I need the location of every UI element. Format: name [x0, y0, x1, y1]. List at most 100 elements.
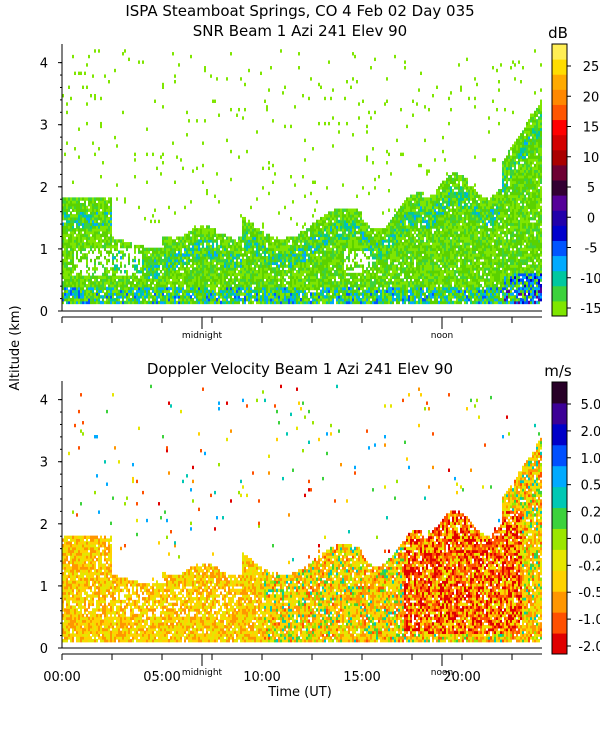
snr-cell	[272, 236, 274, 240]
snr-cell	[240, 297, 242, 302]
snr-cell	[244, 247, 246, 252]
snr-cell	[400, 208, 402, 212]
snr-cell	[112, 253, 114, 257]
snr-cell	[204, 261, 206, 266]
snr-cell	[220, 278, 222, 282]
snr-cell	[214, 283, 216, 288]
snr-cell	[338, 289, 340, 293]
snr-cell	[304, 300, 306, 305]
snr-cell	[372, 236, 374, 240]
snr-cell	[318, 264, 320, 268]
snr-cell	[84, 214, 86, 218]
snr-cell	[242, 253, 244, 257]
snr-cell	[396, 211, 398, 215]
snr-cell	[328, 270, 330, 274]
snr-cell	[308, 267, 310, 271]
snr-cell	[104, 247, 106, 252]
snr-cell	[150, 267, 152, 271]
snr-cell	[284, 297, 286, 302]
snr-cell	[78, 71, 80, 76]
snr-cell	[116, 281, 118, 285]
snr-cell	[82, 228, 84, 232]
snr-cell	[200, 250, 202, 254]
snr-cell	[78, 233, 80, 238]
snr-cell	[250, 236, 252, 240]
snr-cell	[152, 289, 154, 293]
snr-cell	[320, 289, 322, 293]
snr-cell	[344, 228, 346, 232]
snr-cell	[212, 295, 214, 299]
snr-cell	[114, 292, 116, 296]
snr-cell	[334, 281, 336, 285]
snr-cell	[426, 169, 428, 173]
snr-cell	[70, 275, 72, 280]
snr-cell	[70, 236, 72, 240]
snr-cell	[102, 275, 104, 280]
snr-cell	[194, 295, 196, 299]
snr-cell	[390, 250, 392, 254]
snr-cell	[88, 281, 90, 285]
snr-cell	[212, 286, 214, 291]
snr-cell	[152, 278, 154, 282]
snr-cell	[148, 261, 150, 266]
snr-cell	[310, 230, 312, 235]
snr-cell	[120, 261, 122, 266]
snr-cell	[358, 244, 360, 249]
snr-cell	[388, 188, 390, 193]
snr-cell	[354, 250, 356, 254]
snr-cell	[68, 295, 70, 299]
snr-cell	[332, 292, 334, 296]
snr-cell	[310, 295, 312, 299]
snr-cell	[398, 228, 400, 232]
snr-cell	[404, 253, 406, 257]
snr-cell	[100, 253, 102, 257]
snr-cell	[256, 253, 258, 257]
snr-cell	[132, 295, 134, 299]
snr-cell	[74, 197, 76, 201]
snr-cell	[298, 286, 300, 291]
snr-cell	[270, 66, 272, 70]
snr-cell	[94, 267, 96, 271]
snr-cell	[406, 256, 408, 260]
snr-cell	[90, 200, 92, 204]
snr-cell	[226, 236, 228, 240]
snr-cell	[288, 258, 290, 263]
snr-cell	[396, 264, 398, 268]
snr-cell	[288, 247, 290, 252]
snr-cell	[78, 211, 80, 215]
snr-cell	[64, 214, 66, 218]
snr-cell	[128, 244, 130, 249]
snr-cell	[194, 286, 196, 291]
snr-cell	[198, 244, 200, 249]
snr-cell	[80, 230, 82, 235]
snr-cell	[258, 242, 260, 246]
snr-cell	[92, 219, 94, 224]
snr-cell	[94, 295, 96, 299]
snr-cell	[78, 228, 80, 232]
snr-cell	[300, 239, 302, 243]
snr-cell	[242, 286, 244, 291]
snr-cell	[396, 244, 398, 249]
snr-cell	[106, 219, 108, 224]
snr-cell	[88, 283, 90, 288]
snr-cell	[300, 261, 302, 266]
snr-cell	[302, 272, 304, 277]
snr-cell	[116, 244, 118, 249]
snr-cell	[214, 264, 216, 268]
snr-cell	[272, 297, 274, 302]
snr-cell	[80, 242, 82, 246]
snr-cell	[430, 228, 432, 232]
snr-cell	[162, 267, 164, 271]
snr-cell	[198, 275, 200, 280]
snr-cell	[296, 253, 298, 257]
snr-cell	[296, 256, 298, 260]
snr-cell	[402, 267, 404, 271]
snr-cell	[408, 202, 410, 207]
snr-cell	[338, 228, 340, 232]
snr-cell	[304, 264, 306, 268]
snr-cell	[304, 194, 306, 198]
snr-cell	[338, 295, 340, 299]
snr-cell	[190, 283, 192, 288]
snr-cell	[244, 253, 246, 257]
snr-cell	[182, 166, 184, 171]
